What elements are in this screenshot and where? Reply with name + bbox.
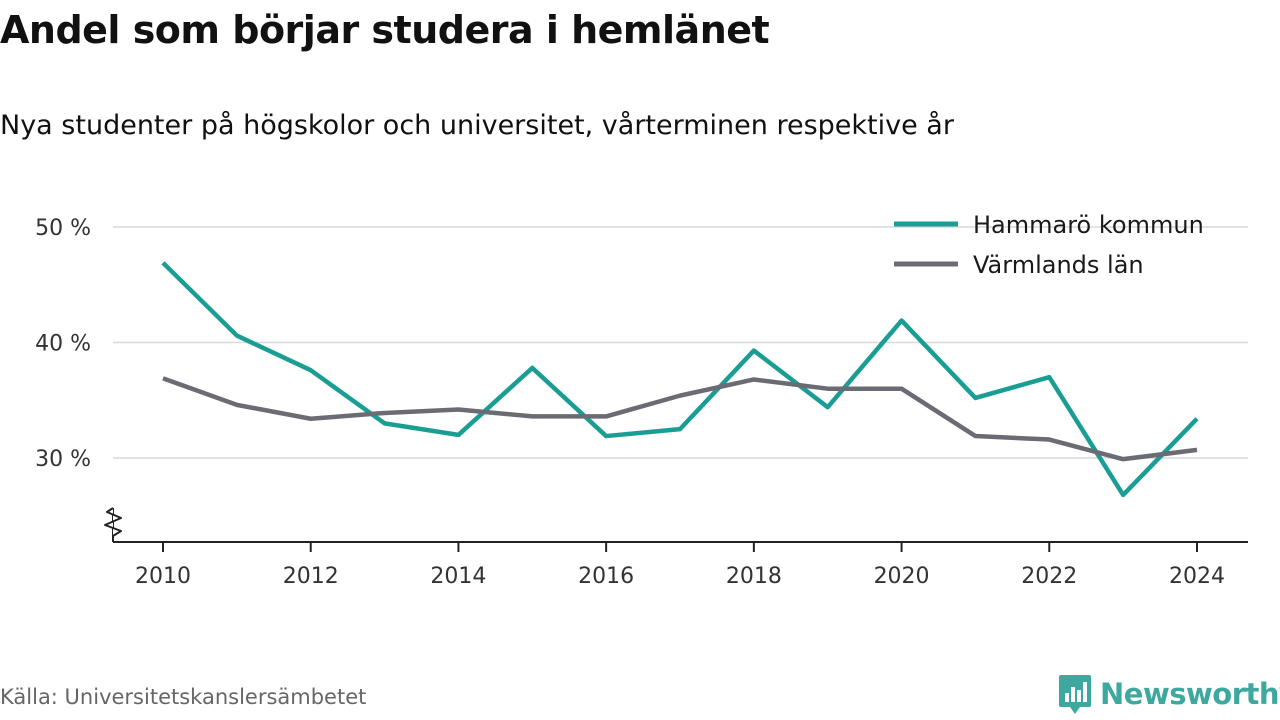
y-tick-label: 40 %	[35, 332, 91, 357]
axis-break-icon	[104, 507, 122, 537]
source-note: Källa: Universitetskanslersämbetet	[0, 685, 367, 709]
legend-label: Värmlands län	[973, 251, 1144, 279]
brand-name: Newsworthy	[1100, 677, 1280, 711]
series-line-hammar-kommun	[161, 261, 1199, 498]
legend: Hammarö kommun Värmlands län	[894, 211, 1204, 279]
x-tick-label: 2014	[430, 564, 486, 589]
x-tick-label: 2018	[726, 564, 782, 589]
x-tick-label: 2024	[1169, 564, 1225, 589]
series-lines	[161, 261, 1199, 498]
chart-title: Andel som börjar studera i hemlänet	[0, 8, 770, 52]
axes: 30 % 40 % 50 % 2010 2012 2014 2016 2018 2020 2022…	[35, 216, 1248, 589]
gridlines	[113, 226, 1248, 459]
newsworthy-bar-chart-icon	[1059, 675, 1091, 714]
y-tick-label: 50 %	[35, 216, 91, 241]
chart-subtitle: Nya studenter på högskolor och universit…	[0, 110, 954, 141]
x-tick-label: 2012	[283, 564, 339, 589]
legend-label: Hammarö kommun	[973, 211, 1204, 239]
x-tick-label: 2016	[578, 564, 634, 589]
brand-logo[interactable]: Newsworthy	[1058, 672, 1280, 716]
series-line-v-rmlands-l-n	[162, 376, 1198, 462]
y-tick-label: 30 %	[35, 447, 91, 472]
x-tick-label: 2010	[135, 564, 191, 589]
x-tick-label: 2020	[874, 564, 930, 589]
x-tick-label: 2022	[1021, 564, 1077, 589]
